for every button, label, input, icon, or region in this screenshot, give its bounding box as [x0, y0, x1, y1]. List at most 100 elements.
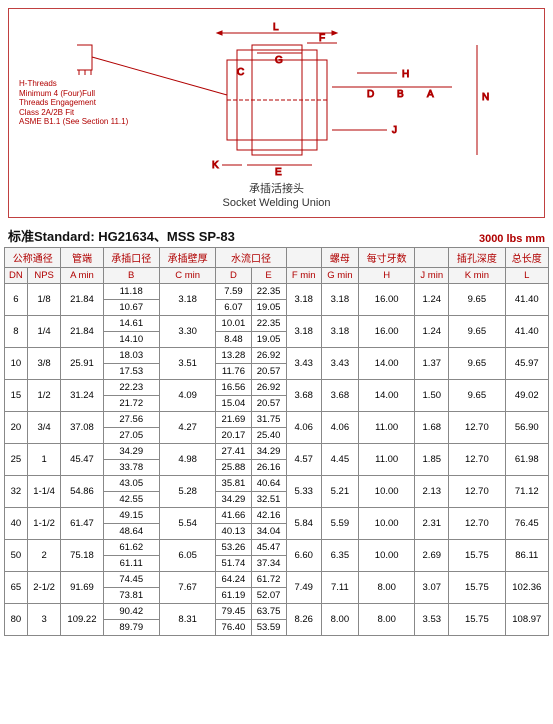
- cell: 64.24: [216, 572, 251, 588]
- cell: 53.59: [251, 620, 286, 636]
- cell: 3.18: [159, 284, 215, 316]
- table-row: 25145.4734.294.9827.4134.294.574.4511.00…: [5, 444, 549, 460]
- cell: 4.57: [286, 444, 321, 476]
- cell: 11.00: [358, 412, 414, 444]
- cell: 53.26: [216, 540, 251, 556]
- svg-text:K: K: [212, 160, 219, 171]
- cell: 6.07: [216, 300, 251, 316]
- cell: 41.66: [216, 508, 251, 524]
- cell: 71.12: [505, 476, 548, 508]
- cell: 1/4: [27, 316, 61, 348]
- caption-en: Socket Welding Union: [222, 197, 330, 209]
- cell: 15.75: [449, 540, 505, 572]
- cell: 2-1/2: [27, 572, 61, 604]
- cell: 61.98: [505, 444, 548, 476]
- svg-text:E: E: [275, 167, 282, 178]
- svg-text:C: C: [237, 67, 244, 78]
- table-row: 652-1/291.6974.457.6764.2461.727.497.118…: [5, 572, 549, 588]
- cell: 10.00: [358, 508, 414, 540]
- cell: 5.33: [286, 476, 321, 508]
- standard-label: 标准Standard: HG21634、MSS SP-83: [8, 226, 235, 245]
- cell: 34.29: [251, 444, 286, 460]
- cell: 3/8: [27, 348, 61, 380]
- table-row: 321-1/454.8643.055.2835.8140.645.335.211…: [5, 476, 549, 492]
- cell: 9.65: [449, 284, 505, 316]
- svg-text:B: B: [397, 89, 404, 100]
- col-group: 管端: [61, 248, 103, 268]
- cell: 15.75: [449, 604, 505, 636]
- cell: 42.55: [103, 492, 159, 508]
- cell: 15: [5, 380, 28, 412]
- cell: 61.72: [251, 572, 286, 588]
- cell: 8.00: [321, 604, 358, 636]
- col-group: 每寸牙数: [358, 248, 414, 268]
- cell: 10.00: [358, 540, 414, 572]
- cell: 45.47: [251, 540, 286, 556]
- col-group: [415, 248, 449, 268]
- units-label: 3000 lbs mm: [479, 233, 545, 245]
- cell: 61.47: [61, 508, 103, 540]
- col-label: DN: [5, 268, 28, 284]
- cell: 3.51: [159, 348, 215, 380]
- col-group: 插孔深度: [449, 248, 505, 268]
- cell: 6.60: [286, 540, 321, 572]
- cell: 20: [5, 412, 28, 444]
- cell: 40: [5, 508, 28, 540]
- cell: 41.40: [505, 316, 548, 348]
- cell: 4.09: [159, 380, 215, 412]
- cell: 32: [5, 476, 28, 508]
- cell: 63.75: [251, 604, 286, 620]
- cell: 42.16: [251, 508, 286, 524]
- cell: 1: [27, 444, 61, 476]
- cell: 91.69: [61, 572, 103, 604]
- caption-zh: 承插活接头: [249, 183, 304, 195]
- cell: 12.70: [449, 444, 505, 476]
- table-row: 203/437.0827.564.2721.6931.754.064.0611.…: [5, 412, 549, 428]
- cell: 48.64: [103, 524, 159, 540]
- cell: 1/8: [27, 284, 61, 316]
- cell: 20.17: [216, 428, 251, 444]
- cell: 14.00: [358, 380, 414, 412]
- cell: 7.49: [286, 572, 321, 604]
- col-label: J min: [415, 268, 449, 284]
- col-label: L: [505, 268, 548, 284]
- svg-text:L: L: [273, 22, 279, 33]
- cell: 3.53: [415, 604, 449, 636]
- cell: 4.06: [286, 412, 321, 444]
- col-label: A min: [61, 268, 103, 284]
- cell: 102.36: [505, 572, 548, 604]
- note-line: Threads Engagement: [19, 98, 96, 107]
- cell: 10.67: [103, 300, 159, 316]
- cell: 9.65: [449, 380, 505, 412]
- cell: 17.53: [103, 364, 159, 380]
- thread-note: H-Threads Minimum 4 (Four)Full Threads E…: [19, 79, 128, 127]
- cell: 65: [5, 572, 28, 604]
- cell: 19.05: [251, 332, 286, 348]
- svg-text:D: D: [367, 89, 374, 100]
- col-group: 公称通径: [5, 248, 61, 268]
- table-row: 401-1/261.4749.155.5441.6642.165.845.591…: [5, 508, 549, 524]
- cell: 11.76: [216, 364, 251, 380]
- cell: 75.18: [61, 540, 103, 572]
- cell: 1.24: [415, 284, 449, 316]
- cell: 32.51: [251, 492, 286, 508]
- col-label: D: [216, 268, 251, 284]
- cell: 76.40: [216, 620, 251, 636]
- cell: 33.78: [103, 460, 159, 476]
- col-label: C min: [159, 268, 215, 284]
- cell: 2: [27, 540, 61, 572]
- cell: 8: [5, 316, 28, 348]
- cell: 12.70: [449, 508, 505, 540]
- cell: 4.45: [321, 444, 358, 476]
- cell: 37.34: [251, 556, 286, 572]
- cell: 6.05: [159, 540, 215, 572]
- cell: 76.45: [505, 508, 548, 540]
- cell: 7.11: [321, 572, 358, 604]
- cell: 5.21: [321, 476, 358, 508]
- cell: 73.81: [103, 588, 159, 604]
- col-label: E: [251, 268, 286, 284]
- col-group: 水流口径: [216, 248, 286, 268]
- col-group: [286, 248, 321, 268]
- cell: 20.57: [251, 364, 286, 380]
- col-label: F min: [286, 268, 321, 284]
